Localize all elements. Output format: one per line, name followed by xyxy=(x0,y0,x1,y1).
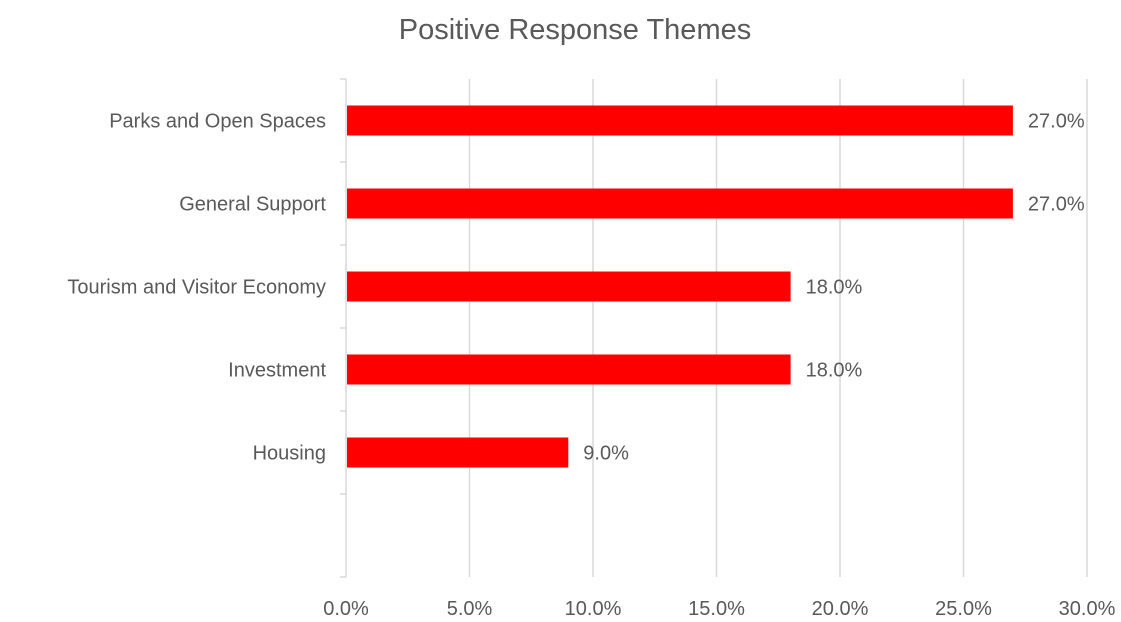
category-label: Investment xyxy=(228,360,326,382)
x-tick-label: 20.0% xyxy=(812,598,869,617)
bars xyxy=(347,105,1013,468)
category-labels: Parks and Open Spaces General Support Tour… xyxy=(67,111,326,465)
bar xyxy=(347,188,1013,219)
data-label: 18.0% xyxy=(806,277,863,299)
category-label: Housing xyxy=(253,443,326,465)
chart-title: Positive Response Themes xyxy=(399,14,751,46)
data-labels: 27.0% 27.0% 18.0% 18.0% 9.0% xyxy=(583,111,1085,465)
category-axis xyxy=(340,78,347,578)
data-label: 9.0% xyxy=(583,443,629,465)
bar xyxy=(347,437,569,468)
bar xyxy=(347,105,1013,136)
x-tick-label: 0.0% xyxy=(323,598,369,617)
category-label: General Support xyxy=(179,194,326,216)
x-tick-label: 25.0% xyxy=(935,598,992,617)
data-label: 18.0% xyxy=(806,360,863,382)
grid-lines xyxy=(468,79,1088,577)
bar xyxy=(347,271,791,302)
x-tick-label: 5.0% xyxy=(447,598,493,617)
x-axis-tick-labels: 0.0% 5.0% 10.0% 15.0% 20.0% 25.0% 30.0% xyxy=(323,598,1116,620)
x-tick-label: 10.0% xyxy=(565,598,622,617)
data-label: 27.0% xyxy=(1028,111,1085,133)
category-label: Parks and Open Spaces xyxy=(109,111,326,133)
category-label: Tourism and Visitor Economy xyxy=(67,277,326,299)
data-label: 27.0% xyxy=(1028,194,1085,216)
bar xyxy=(347,354,791,385)
x-tick-label: 30.0% xyxy=(1059,598,1116,617)
x-tick-label: 15.0% xyxy=(688,598,745,617)
